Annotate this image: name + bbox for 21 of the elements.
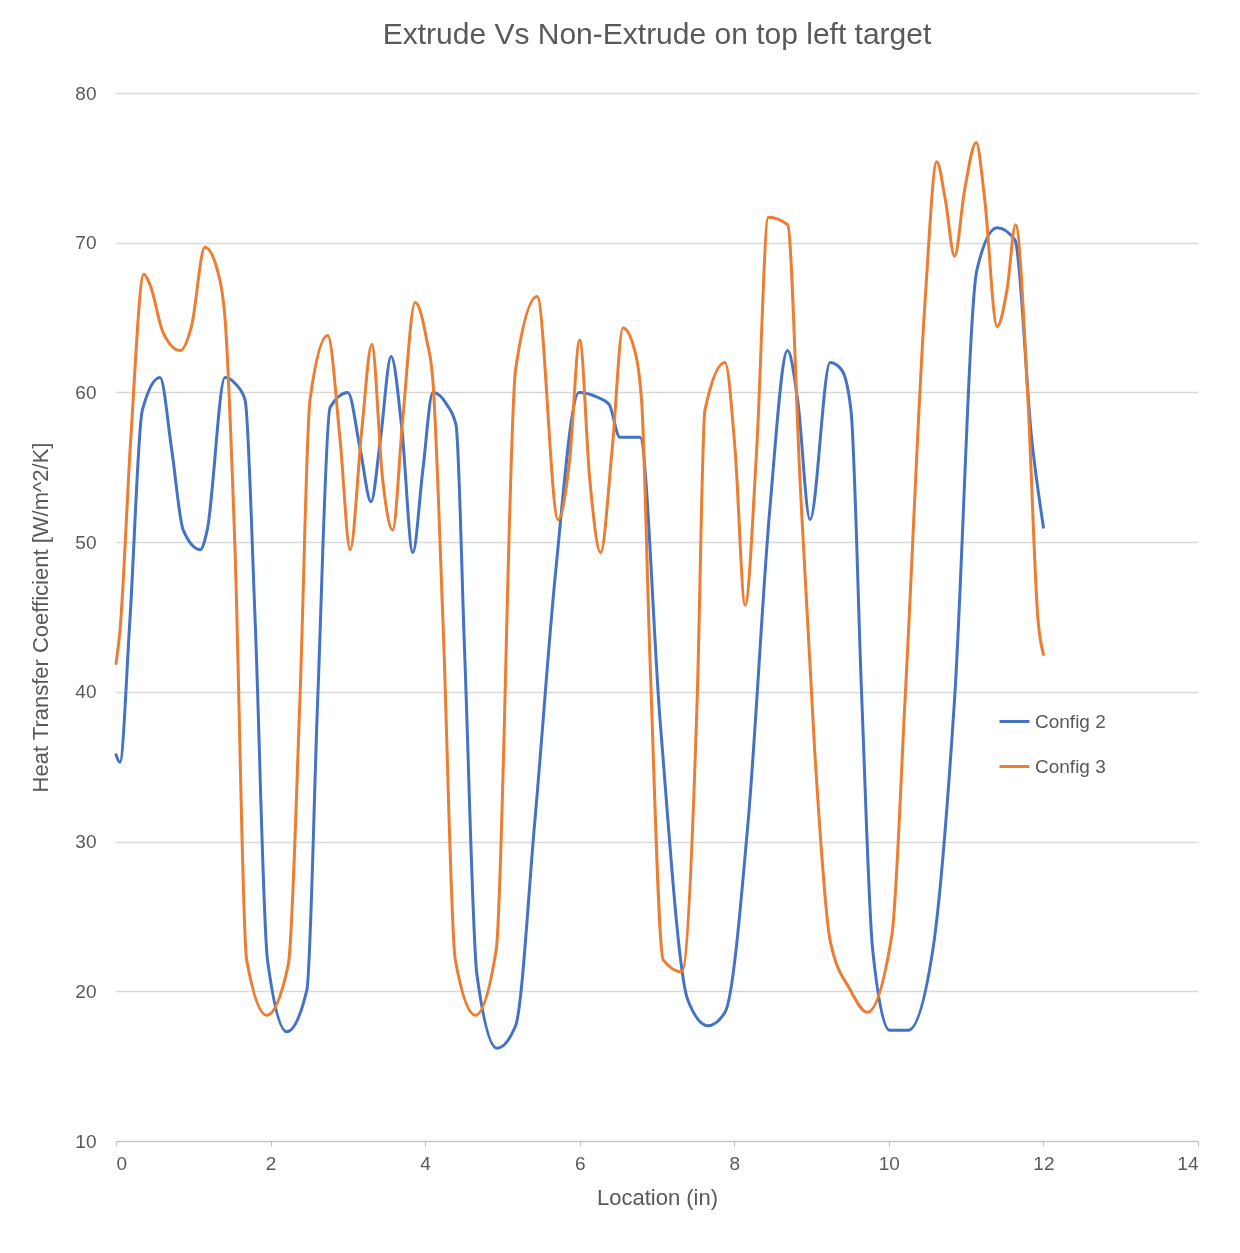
x-tick-label: 8 [729,1152,741,1174]
x-tick-label: 6 [574,1152,586,1174]
y-tick-label: 50 [75,531,97,553]
x-tick-label: 14 [1177,1152,1199,1174]
legend-label: Config 3 [1035,755,1106,777]
x-tick-label: 2 [265,1152,277,1174]
x-tick-label: 12 [1033,1152,1055,1174]
legend-label: Config 2 [1035,710,1106,732]
y-tick-label: 20 [75,980,97,1002]
y-tick-label: 80 [75,82,97,104]
x-tick-label: 10 [878,1152,900,1174]
y-tick-label: 70 [75,232,97,254]
y-tick-label: 10 [75,1130,97,1152]
y-tick-label: 30 [75,831,97,853]
y-axis-title: Heat Transfer Coefficient [W/m^2/K] [28,442,54,793]
y-tick-label: 40 [75,681,97,703]
chart-title: Extrude Vs Non-Extrude on top left target [382,17,932,50]
x-axis-title: Location (in) [596,1184,719,1210]
x-tick-label: 4 [420,1152,432,1174]
x-tick-label: 0 [116,1152,128,1174]
y-tick-label: 60 [75,381,97,403]
